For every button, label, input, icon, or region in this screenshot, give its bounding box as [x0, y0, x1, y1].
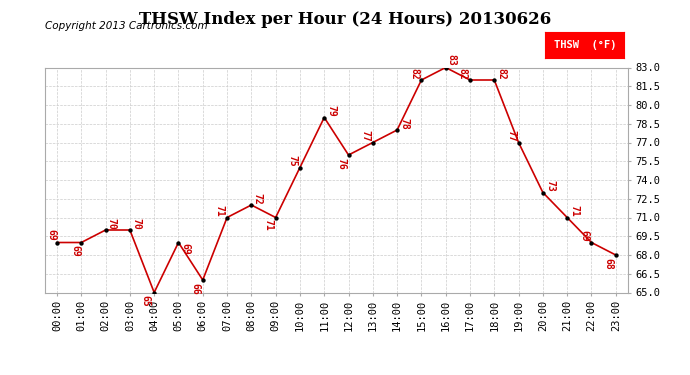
- Point: [246, 202, 257, 208]
- Text: Copyright 2013 Cartronics.com: Copyright 2013 Cartronics.com: [45, 21, 208, 31]
- Point: [76, 240, 87, 246]
- Text: 69: 69: [70, 245, 80, 257]
- Point: [513, 140, 524, 146]
- Point: [343, 152, 354, 158]
- Text: 83: 83: [446, 54, 457, 66]
- Point: [367, 140, 378, 146]
- Point: [52, 240, 63, 246]
- Text: 82: 82: [497, 68, 506, 80]
- Point: [440, 64, 451, 70]
- Text: 65: 65: [141, 296, 150, 307]
- Text: THSW  (°F): THSW (°F): [553, 40, 616, 50]
- Text: 71: 71: [264, 219, 273, 231]
- Point: [416, 77, 427, 83]
- Point: [221, 214, 233, 220]
- Point: [197, 277, 208, 283]
- Point: [586, 240, 597, 246]
- Point: [124, 227, 135, 233]
- Text: 75: 75: [288, 155, 297, 167]
- Text: 71: 71: [569, 206, 580, 217]
- Point: [295, 165, 306, 171]
- Point: [100, 227, 111, 233]
- Text: 76: 76: [336, 158, 346, 170]
- Text: 78: 78: [400, 118, 409, 130]
- Text: 77: 77: [361, 130, 371, 142]
- Text: 69: 69: [579, 230, 589, 242]
- Text: 71: 71: [215, 206, 225, 217]
- Text: 69: 69: [46, 229, 56, 241]
- Text: 82: 82: [409, 68, 419, 80]
- Text: 68: 68: [604, 258, 613, 270]
- Text: 79: 79: [326, 105, 337, 117]
- Point: [148, 290, 159, 296]
- Text: 69: 69: [181, 243, 190, 255]
- Point: [270, 214, 281, 220]
- Text: 72: 72: [253, 193, 262, 205]
- Point: [610, 252, 621, 258]
- Text: 70: 70: [131, 218, 141, 229]
- Point: [319, 114, 330, 120]
- Point: [173, 240, 184, 246]
- Text: THSW Index per Hour (24 Hours) 20130626: THSW Index per Hour (24 Hours) 20130626: [139, 11, 551, 28]
- Text: 77: 77: [506, 130, 516, 142]
- Text: 70: 70: [107, 218, 117, 229]
- Point: [392, 127, 403, 133]
- Text: 66: 66: [190, 283, 201, 295]
- Point: [538, 189, 549, 195]
- Point: [489, 77, 500, 83]
- Text: 82: 82: [457, 68, 468, 80]
- Text: 73: 73: [545, 180, 555, 192]
- Point: [562, 214, 573, 220]
- Point: [464, 77, 475, 83]
